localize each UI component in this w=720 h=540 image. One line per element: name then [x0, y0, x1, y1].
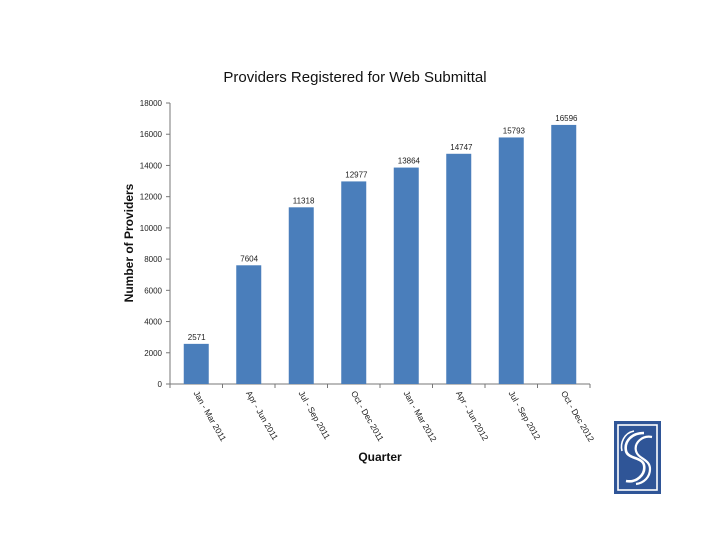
y-tick-label: 14000: [140, 161, 163, 170]
data-label: 16596: [555, 114, 578, 123]
bar: [393, 167, 419, 384]
data-label: 7604: [240, 254, 258, 263]
bar: [288, 207, 314, 384]
y-tick-label: 16000: [140, 130, 163, 139]
x-tick-label: Jul - Sep 2011: [297, 389, 333, 441]
bar: [446, 153, 472, 384]
x-axis-label: Quarter: [358, 450, 402, 464]
bar: [551, 124, 577, 384]
bar: [236, 265, 262, 384]
x-tick-label: Jul - Sep 2012: [507, 389, 543, 442]
y-tick-label: 8000: [144, 255, 162, 264]
data-label: 12977: [345, 170, 368, 179]
data-label: 14747: [450, 143, 473, 152]
x-tick-label: Jan - Mar 2011: [192, 389, 229, 443]
data-label: 15793: [503, 126, 526, 135]
x-tick-label: Oct - Dec 2012: [559, 389, 596, 444]
y-tick-label: 10000: [140, 224, 163, 233]
chart-title: Providers Registered for Web Submittal: [223, 69, 486, 86]
y-tick-label: 6000: [144, 286, 162, 295]
y-axis-label: Number of Providers: [122, 183, 136, 302]
y-tick-label: 4000: [144, 318, 162, 327]
bar: [498, 137, 524, 384]
data-label: 13864: [398, 157, 421, 166]
y-tick-label: 12000: [140, 193, 163, 202]
x-tick-label: Jan - Mar 2012: [402, 389, 439, 444]
x-tick-label: Apr - Jun 2011: [244, 389, 280, 442]
y-tick-label: 0: [158, 380, 163, 389]
x-tick-label: Apr - Jun 2012: [454, 389, 491, 443]
plot-area: 0 2000 4000 6000 8000 10000 12000 14000 16000 180…: [140, 99, 597, 444]
data-label: 2571: [188, 333, 206, 342]
bar: [341, 181, 367, 384]
x-tick-label: Oct - Dec 2011: [349, 389, 386, 443]
y-tick-label: 2000: [144, 349, 162, 358]
y-tick-label: 18000: [140, 99, 163, 108]
data-label: 11318: [293, 196, 315, 205]
organization-logo-icon: [614, 421, 661, 494]
bar: [183, 343, 209, 384]
